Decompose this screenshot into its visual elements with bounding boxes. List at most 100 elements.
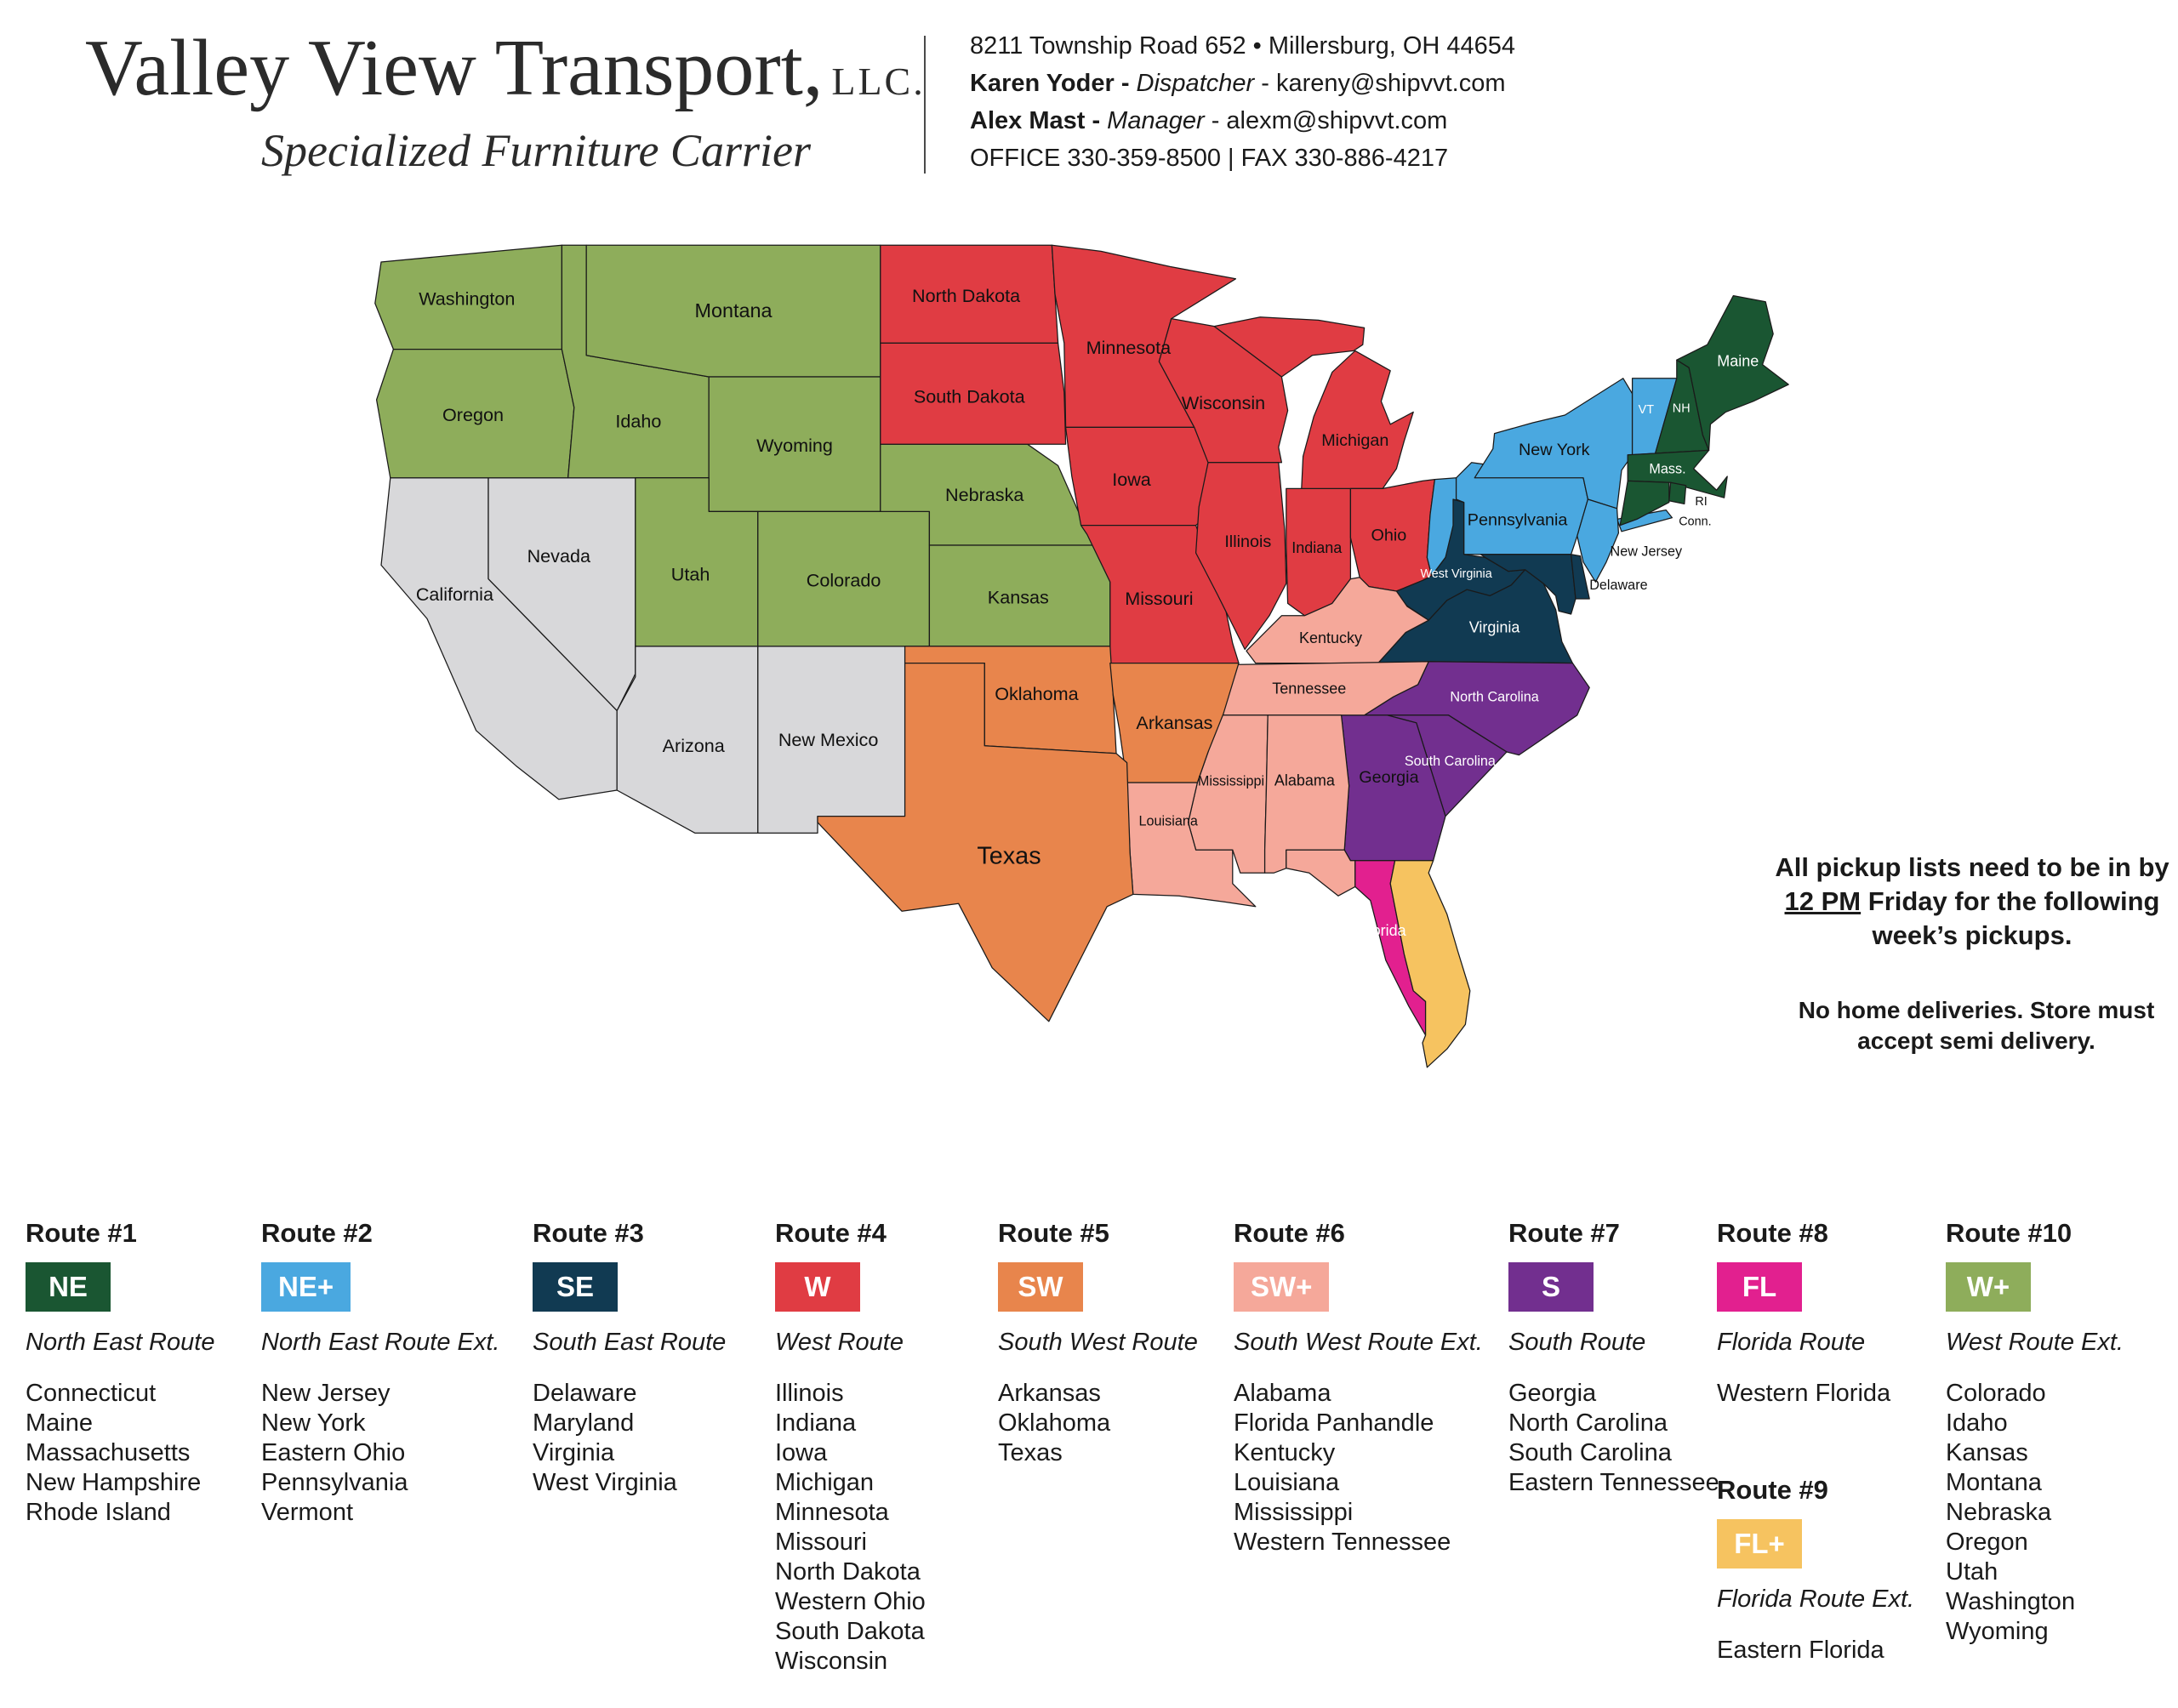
route-number: Route #5: [998, 1218, 1109, 1248]
state-label-montana: Montana: [694, 299, 773, 322]
route-name: South Route: [1508, 1329, 1646, 1356]
route-number: Route #2: [261, 1218, 373, 1248]
route-number: Route #9: [1717, 1475, 1828, 1505]
company-brand: Valley View Transport, LLC. Specialized F…: [85, 22, 923, 177]
route-name: West Route: [775, 1329, 904, 1356]
state-label-delaware: Delaware: [1589, 578, 1647, 593]
route-states-list: Connecticut Maine Massachusetts New Hamp…: [26, 1380, 202, 1526]
delivery-note: No home deliveries. Store must accept se…: [1776, 995, 2176, 1056]
state-label-vermont: VT: [1639, 403, 1655, 417]
state-label-kansas: Kansas: [988, 586, 1049, 607]
state-label-missouri: Missouri: [1125, 588, 1193, 609]
state-label-georgia: Georgia: [1359, 768, 1418, 787]
state-label-rhode-island: RI: [1695, 495, 1707, 509]
manager-email: - alexm@shipvvt.com: [1211, 107, 1448, 134]
state-label-wisconsin: Wisconsin: [1182, 392, 1265, 413]
state-label-indiana: Indiana: [1291, 539, 1343, 556]
state-rhode-island: [1668, 481, 1687, 505]
state-label-connecticut: Conn.: [1679, 515, 1711, 529]
route-number: Route #1: [26, 1218, 137, 1248]
route-states-list: Illinois Indiana Iowa Michigan Minnesota…: [775, 1380, 926, 1675]
route-5-badge: SW: [998, 1262, 1083, 1312]
route-6-badge: SW+: [1234, 1262, 1330, 1312]
route-7-badge: S: [1508, 1262, 1594, 1312]
state-label-washington: Washington: [419, 288, 515, 309]
state-label-colorado: Colorado: [807, 570, 881, 591]
state-label-arkansas: Arkansas: [1136, 712, 1212, 733]
state-label-california: California: [416, 584, 493, 605]
route-states-list: Arkansas Oklahoma Texas: [998, 1380, 1111, 1466]
state-label-ohio: Ohio: [1371, 527, 1407, 545]
state-maine: [1676, 294, 1789, 452]
state-label-new-mexico: New Mexico: [778, 729, 879, 750]
route-2-column: Route #2 NE+ North East Route Ext. New J…: [261, 1218, 499, 1528]
state-delaware: [1570, 554, 1590, 600]
state-label-michigan: Michigan: [1321, 431, 1388, 450]
state-texas: [817, 662, 1134, 1022]
route-2-badge: NE+: [261, 1262, 351, 1312]
route-states-list: Alabama Florida Panhandle Kentucky Louis…: [1234, 1380, 1451, 1556]
route-name: South West Route Ext.: [1234, 1329, 1483, 1356]
route-9-block: Route #9 FL+ Florida Route Ext. Eastern …: [1717, 1475, 1943, 1665]
state-label-iowa: Iowa: [1112, 469, 1151, 490]
route-8-badge: FL: [1717, 1262, 1802, 1312]
state-virginia: [1377, 569, 1574, 664]
state-label-pennsylvania: Pennsylvania: [1468, 511, 1568, 530]
state-label-nebraska: Nebraska: [945, 484, 1023, 505]
state-label-north-dakota: North Dakota: [912, 285, 1020, 306]
state-new-jersey: [1576, 498, 1620, 583]
us-map-svg: Washington Oregon California Nevada Idah…: [374, 244, 1789, 1068]
state-label-kentucky: Kentucky: [1299, 629, 1362, 646]
route-10-column: Route #10 W+ West Route Ext. Colorado Id…: [1946, 1218, 2172, 1647]
route-number: Route #6: [1234, 1218, 1345, 1248]
state-kentucky: [1246, 577, 1429, 664]
route-10-badge: W+: [1946, 1262, 2031, 1312]
pickup-note-line2: Friday for the following: [1861, 886, 2160, 916]
dispatcher-name: Karen Yoder -: [970, 70, 1130, 97]
state-label-north-carolina: North Carolina: [1450, 690, 1538, 705]
route-3-column: Route #3 SE South East Route Delaware Ma…: [533, 1218, 759, 1498]
state-label-virginia: Virginia: [1469, 619, 1521, 636]
state-label-oklahoma: Oklahoma: [995, 683, 1078, 704]
state-label-new-jersey: New Jersey: [1611, 544, 1683, 560]
office-fax-line: OFFICE 330-359-8500 | FAX 330-886-4217: [970, 145, 1449, 172]
route-4-badge: W: [775, 1262, 860, 1312]
route-name: North East Route: [26, 1329, 215, 1356]
state-label-texas: Texas: [977, 842, 1041, 869]
state-label-florida: Florida: [1360, 922, 1407, 939]
route-4-column: Route #4 W West Route Illinois Indiana I…: [775, 1218, 1001, 1677]
delivery-note-line2: accept semi delivery.: [1857, 1028, 2095, 1054]
state-alabama: [1263, 715, 1350, 874]
route-6-column: Route #6 SW+ South West Route Ext. Alaba…: [1234, 1218, 1483, 1557]
route-states-list: Colorado Idaho Kansas Montana Nebraska O…: [1946, 1380, 2076, 1645]
state-label-utah: Utah: [671, 563, 710, 584]
state-label-wyoming: Wyoming: [756, 435, 833, 456]
pickup-note-line1: All pickup lists need to be in by: [1775, 852, 2169, 882]
state-south-dakota: [880, 342, 1067, 445]
route-7-column: Route #7 S South Route Georgia North Car…: [1508, 1218, 1735, 1498]
state-label-illinois: Illinois: [1224, 532, 1271, 551]
header-divider: [924, 36, 926, 174]
manager-name: Alex Mast -: [970, 107, 1101, 134]
state-illinois: [1194, 462, 1287, 651]
address-line: 8211 Township Road 652 • Millersburg, OH…: [970, 32, 1516, 60]
route-number: Route #7: [1508, 1218, 1620, 1248]
route-name: South East Route: [533, 1329, 727, 1356]
route-states-list: Western Florida: [1717, 1380, 1891, 1407]
dispatcher-line: Karen Yoder - Dispatcher - kareny@shipvv…: [970, 65, 1515, 102]
route-name: South West Route: [998, 1329, 1198, 1356]
route-states-list: Georgia North Carolina South Carolina Ea…: [1508, 1380, 1719, 1496]
state-label-maine: Maine: [1717, 352, 1759, 369]
pickup-deadline-time: 12 PM: [1784, 886, 1862, 916]
dispatcher-role: Dispatcher: [1136, 70, 1255, 97]
state-michigan-upper: [1213, 316, 1366, 378]
state-label-arizona: Arizona: [663, 735, 725, 756]
route-1-badge: NE: [26, 1262, 111, 1312]
route-8-column: Route #8 FL Florida Route Western Florid…: [1717, 1218, 1943, 1665]
state-label-oregon: Oregon: [442, 404, 504, 425]
state-label-south-carolina: South Carolina: [1405, 754, 1496, 769]
pickup-note-line3: week’s pickups.: [1872, 920, 2073, 950]
state-michigan-lower: [1301, 350, 1414, 490]
delivery-note-line1: No home deliveries. Store must: [1798, 997, 2155, 1023]
